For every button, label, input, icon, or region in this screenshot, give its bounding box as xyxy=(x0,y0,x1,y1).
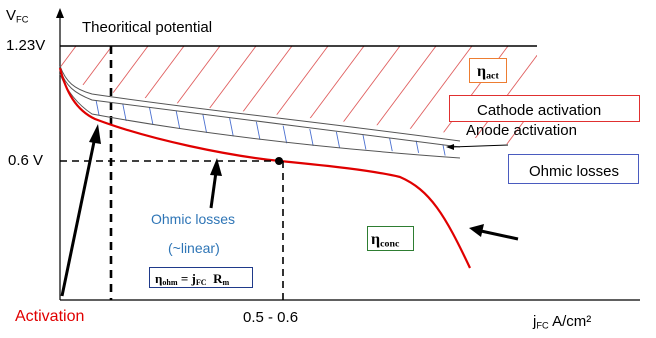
anode-activation-label: Anode activation xyxy=(466,122,577,139)
ohmic-boundary-curve xyxy=(59,73,461,159)
eta-ohm-equation-box: ηohm = jFC Rm xyxy=(149,267,253,288)
concentration-arrow xyxy=(469,224,519,241)
y-tick-max: 1.23V xyxy=(6,37,46,54)
activation-arrow xyxy=(60,124,101,297)
ohmic-losses-box: Ohmic losses xyxy=(508,154,639,184)
anode-activation-curve xyxy=(59,69,461,148)
y-axis-arrow xyxy=(56,8,64,18)
x-tick-operating: 0.5 - 0.6 xyxy=(243,309,299,326)
cathode-activation-box: Cathode activation xyxy=(449,95,640,122)
eta-conc-box: ηconc xyxy=(367,226,414,251)
activation-label: Activation xyxy=(15,308,85,325)
ohmic-arrow xyxy=(209,158,222,209)
cathode-activation-curve xyxy=(59,65,461,142)
hatch-line xyxy=(60,46,77,150)
hatch-line xyxy=(494,46,537,150)
x-axis-label: jFC A/cm² xyxy=(533,313,592,331)
anode-pointer-arrow xyxy=(446,144,509,150)
y-axis-label: VFC xyxy=(6,7,29,25)
linear-note: (~linear) xyxy=(168,240,220,256)
theoretical-potential-label: Theoritical potential xyxy=(82,19,213,36)
eta-act-box: ηact xyxy=(469,58,507,83)
operating-point xyxy=(275,157,283,165)
ohmic-losses-curve-label: Ohmic losses xyxy=(151,211,236,227)
y-tick-mid: 0.6 V xyxy=(8,152,44,169)
